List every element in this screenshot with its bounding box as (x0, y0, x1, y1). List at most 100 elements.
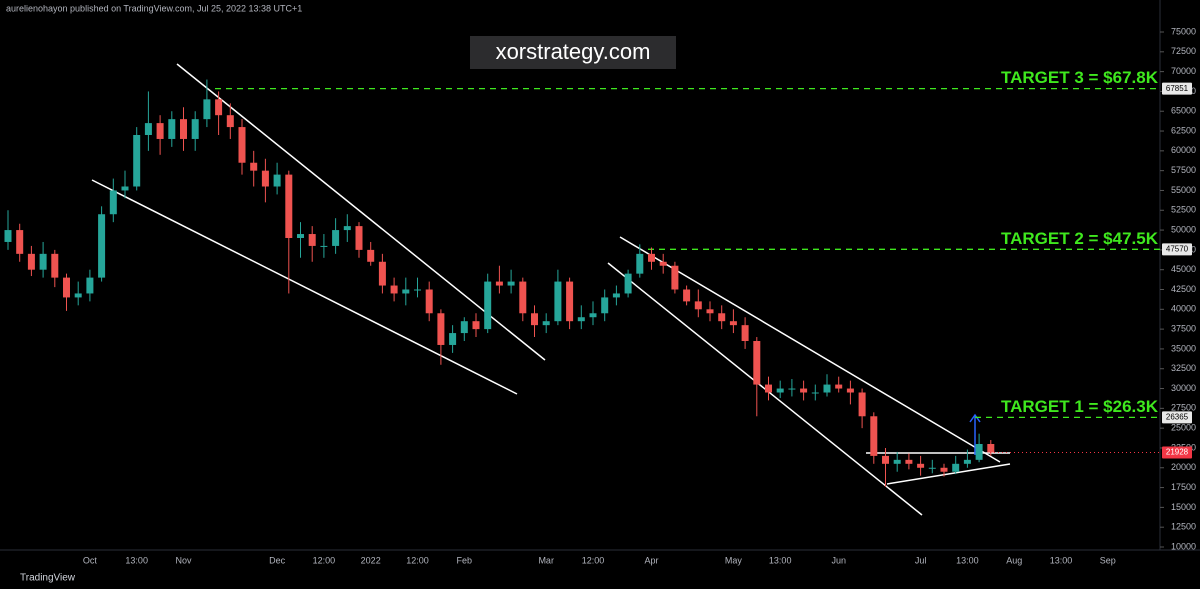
x-tick-label: 12:00 (406, 555, 429, 565)
candle-body (425, 289, 433, 314)
candle-body (566, 281, 574, 322)
x-tick-label: 12:00 (313, 555, 336, 565)
candle-body (449, 333, 457, 345)
y-tick-label: 12500 (1171, 522, 1196, 532)
candle-body (460, 321, 468, 334)
y-tick-label: 52500 (1171, 205, 1196, 215)
candle-body (893, 459, 901, 464)
candle-body (16, 230, 24, 254)
x-tick-label: Aug (1006, 555, 1022, 565)
candle-body (683, 289, 691, 302)
y-tick-label: 70000 (1171, 66, 1196, 76)
y-tick-label: 75000 (1171, 26, 1196, 36)
candle-body (624, 273, 632, 294)
y-tick-label: 32500 (1171, 363, 1196, 373)
price-tag-label: 26365 (1166, 412, 1189, 421)
y-tick-label: 50000 (1171, 224, 1196, 234)
candle-body (577, 317, 585, 322)
candle-body (612, 293, 620, 298)
y-tick-label: 20000 (1171, 462, 1196, 472)
y-tick-label: 17500 (1171, 482, 1196, 492)
candle-body (180, 119, 187, 139)
candle-body (414, 289, 421, 291)
candle-body (554, 281, 562, 322)
candle-body (788, 388, 796, 390)
candle-body (963, 459, 971, 464)
watermark: xorstrategy.com (496, 39, 651, 64)
x-tick-label: Nov (175, 555, 192, 565)
y-tick-label: 45000 (1171, 264, 1196, 274)
candle-body (835, 384, 843, 389)
x-tick-label: Jun (831, 555, 846, 565)
candle-body (390, 285, 398, 294)
y-tick-label: 62500 (1171, 125, 1196, 135)
candle-body (987, 444, 995, 453)
candle-body (378, 261, 386, 286)
candle-body (273, 174, 281, 187)
candle-body (753, 341, 761, 385)
y-tick-label: 60000 (1171, 145, 1196, 155)
candle-body (285, 174, 293, 238)
y-tick-label: 72500 (1171, 46, 1196, 56)
candle-body (320, 245, 328, 247)
candle-body (133, 135, 141, 187)
price-tag (1162, 411, 1192, 424)
candle-body (144, 123, 152, 135)
trendline (886, 463, 1011, 485)
candle-body (776, 388, 784, 393)
y-tick-label: 10000 (1171, 541, 1196, 551)
y-tick-label: 65000 (1171, 106, 1196, 116)
candle-body (156, 123, 164, 139)
candle-body (343, 226, 351, 231)
candle-body (4, 230, 12, 242)
candle-body (261, 170, 269, 187)
candle-body (519, 281, 527, 314)
candle-body (367, 249, 375, 262)
candle-body (250, 162, 258, 171)
candle-body (226, 115, 234, 128)
candle-body (905, 459, 913, 464)
y-tick-label: 35000 (1171, 343, 1196, 353)
candle-body (765, 384, 772, 393)
y-tick-label: 25000 (1171, 423, 1196, 433)
candle-body (589, 313, 597, 318)
brand: TradingView (20, 573, 76, 584)
x-tick-label: Jul (915, 555, 927, 565)
x-tick-label: May (725, 555, 743, 565)
candle-body (648, 253, 655, 262)
candle-body (636, 253, 644, 274)
x-tick-label: 2022 (361, 555, 381, 565)
candle-body (858, 392, 866, 417)
trendline (91, 179, 518, 395)
candle-body (729, 321, 737, 326)
candle-body (355, 226, 363, 250)
candle-body (531, 313, 538, 326)
candle-body (27, 253, 35, 270)
y-tick-label: 37500 (1171, 323, 1196, 333)
x-tick-label: Mar (538, 555, 554, 565)
y-tick-label: 42500 (1171, 284, 1196, 294)
candle-body (741, 325, 749, 341)
candle-body (694, 301, 702, 310)
candle-body (215, 99, 223, 116)
published-note: aurelienohayon published on TradingView.… (6, 3, 302, 13)
candle-body (332, 230, 340, 246)
candle-body (928, 467, 936, 469)
candle-body (191, 119, 199, 139)
candle-body (168, 119, 176, 139)
target-label: TARGET 2 = $47.5K (1001, 229, 1159, 248)
candle-body (203, 99, 211, 120)
x-tick-label: 13:00 (125, 555, 148, 565)
candle-body (297, 234, 304, 238)
x-tick-label: 13:00 (956, 555, 979, 565)
x-tick-label: Apr (644, 555, 658, 565)
watermark-box (470, 36, 676, 69)
candle-body (109, 190, 117, 215)
candle-body (940, 467, 948, 472)
candle-body (472, 321, 480, 330)
candle-body (952, 463, 960, 472)
candles (4, 79, 995, 487)
last-price-tag (1162, 446, 1192, 459)
candle-body (121, 186, 129, 191)
